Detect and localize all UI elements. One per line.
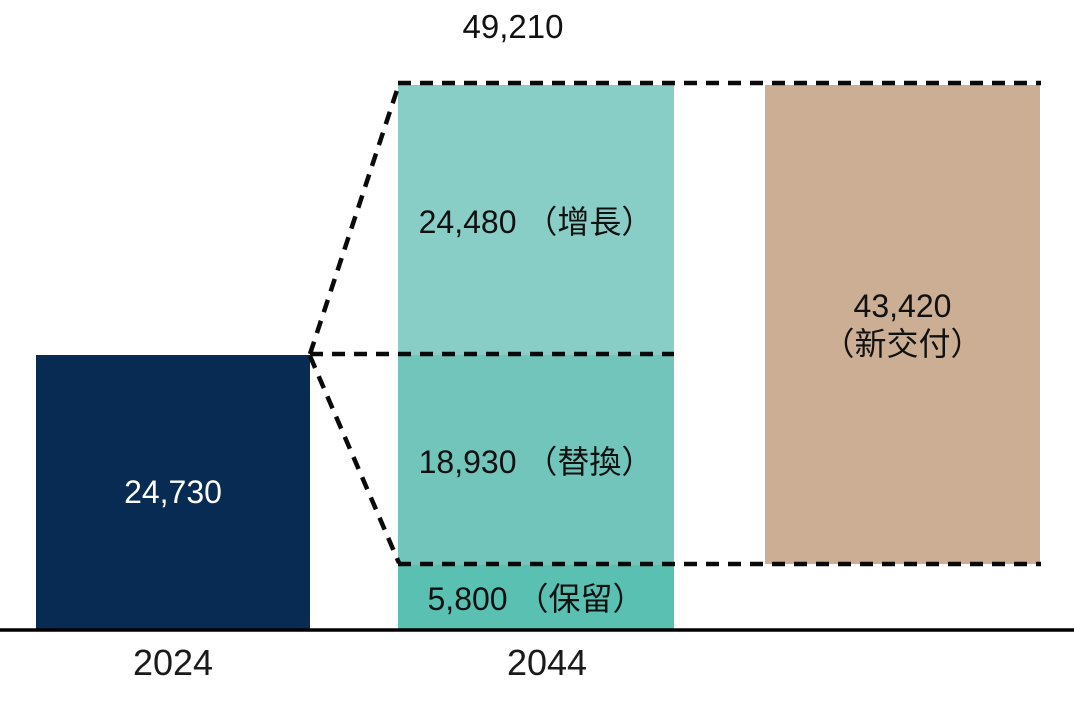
segment-retained-label: 5,800 （保留） xyxy=(427,581,645,617)
x-axis-label-2024: 2024 xyxy=(132,642,214,683)
bar-new-deliveries-label: 43,420 （新交付） xyxy=(822,287,982,363)
new-deliveries-value-label: 43,420 xyxy=(853,287,952,324)
dashed-diagonal-up xyxy=(307,83,402,355)
total-2044-label: 49,210 xyxy=(462,8,564,45)
segment-growth-label: 24,480 （增長） xyxy=(418,204,654,240)
bar-fleet-2024: 24,730 xyxy=(36,355,310,629)
segment-replacement: 18,930 （替換） xyxy=(398,355,674,565)
bar-new-deliveries: 43,420 （新交付） xyxy=(765,85,1040,564)
x-axis-label-2044: 2044 xyxy=(506,642,588,683)
bar-fleet-2044-stack: 24,480 （增長） 18,930 （替換） 5,800 （保留） xyxy=(398,85,674,629)
bar-fleet-2024-value-label: 24,730 xyxy=(124,473,222,510)
segment-retained: 5,800 （保留） xyxy=(398,565,674,629)
dashed-diagonal-down xyxy=(307,355,402,564)
segment-growth: 24,480 （增長） xyxy=(398,85,674,355)
segment-replacement-label: 18,930 （替換） xyxy=(418,444,654,480)
new-deliveries-name-label: （新交付） xyxy=(822,325,983,362)
